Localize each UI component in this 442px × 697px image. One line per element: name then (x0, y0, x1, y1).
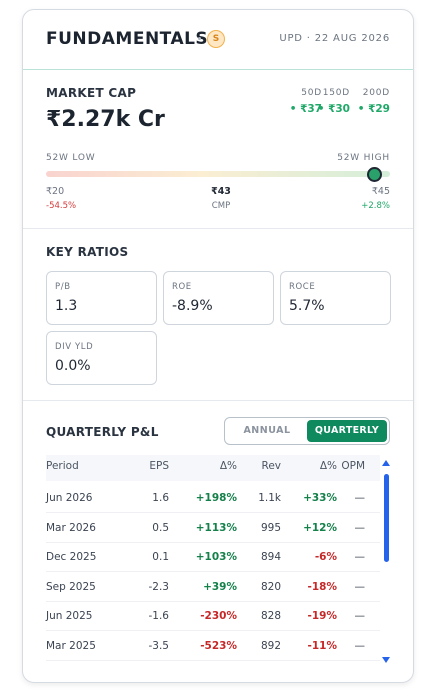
table-cell: -11% (307, 640, 338, 652)
high-label: 52W HIGH (337, 153, 390, 163)
table-cell: -19% (307, 610, 338, 623)
card (22, 9, 414, 683)
column-header: Period (46, 460, 79, 472)
row-divider (46, 600, 380, 602)
cmp-label: CMP (211, 201, 231, 211)
table-cell: 0.5 (152, 521, 169, 534)
ratio-label: ROCE (289, 282, 316, 292)
ratio-value: 5.7% (289, 298, 325, 314)
ratio-label: DIV YLD (55, 342, 94, 352)
scroll-up[interactable] (382, 460, 390, 466)
badge: S (207, 30, 225, 48)
ratio-value: 0.0% (55, 358, 91, 374)
ratio-label: P/B (55, 282, 71, 292)
row-divider (46, 541, 380, 543)
table-cell: Jun 2026 (46, 492, 93, 504)
scroll-down[interactable] (382, 657, 390, 663)
table-cell: 820 (260, 580, 281, 593)
average-value: • ₹37 (289, 103, 322, 115)
table-header-bg (46, 455, 380, 481)
table-cell: — (354, 492, 366, 504)
high-change: +2.8% (361, 201, 390, 211)
table-cell: — (354, 640, 366, 652)
low-value: ₹20 (46, 186, 65, 197)
scroll-thumb[interactable] (384, 474, 389, 562)
market-cap-label: MARKET CAP (46, 86, 137, 100)
ratios-title: KEY RATIOS (46, 245, 129, 259)
table-cell: +33% (303, 492, 337, 504)
table-cell: -3.5 (148, 640, 170, 652)
table-cell: 892 (260, 640, 281, 652)
toggle-annual[interactable]: ANNUAL (243, 425, 291, 436)
table-cell: 0.1 (152, 551, 169, 564)
column-header: Rev (261, 460, 282, 472)
average-label: 150D (322, 88, 350, 98)
toggle-quarterly[interactable]: QUARTERLY (307, 420, 387, 442)
dot (198, 37, 201, 40)
ratio-tile: ROCE 5.7% (280, 271, 391, 325)
table-cell: 1.6 (152, 492, 169, 504)
table-cell: -1.6 (148, 610, 170, 623)
table-cell: +39% (203, 580, 237, 593)
table-cell: Sep 2025 (46, 580, 96, 593)
high-value: ₹45 (371, 186, 390, 197)
column-header: EPS (149, 460, 169, 472)
table-cell: Jun 2025 (46, 610, 93, 623)
table-cell: +113% (195, 521, 237, 534)
average-label: 200D (362, 88, 390, 98)
table-cell: Mar 2026 (46, 521, 96, 534)
row-divider (46, 571, 380, 573)
range-bar (46, 171, 390, 177)
low-label: 52W LOW (46, 153, 96, 163)
column-header: Δ% (219, 460, 237, 472)
column-header: OPM (341, 460, 365, 472)
table-cell: — (354, 551, 366, 564)
row-divider (46, 512, 380, 513)
divider (23, 228, 413, 229)
ratio-tile: P/B 1.3 (46, 271, 157, 325)
row-divider (46, 630, 380, 632)
divider (23, 400, 413, 401)
ratio-value: -8.9% (172, 298, 213, 314)
cmp-value: ₹43 (211, 186, 231, 197)
average-value: • ₹29 (357, 103, 390, 115)
table-cell: — (354, 610, 366, 623)
table-cell: +103% (195, 551, 237, 564)
table-cell: 894 (260, 551, 281, 564)
table-cell: -18% (307, 580, 338, 593)
table-cell: 995 (260, 521, 281, 534)
average-value: • ₹30 (317, 103, 350, 115)
table-cell: -2.3 (148, 580, 170, 593)
divider (23, 69, 413, 70)
table-cell: 828 (260, 610, 281, 623)
ratio-label: ROE (172, 282, 192, 292)
title: FUNDAMENTALS (46, 29, 209, 49)
average-label: 50D (301, 88, 322, 98)
table-cell: 1.1k (258, 492, 281, 504)
table-cell: -523% (200, 640, 237, 652)
column-header: Δ% (319, 460, 337, 472)
pl-title: QUARTERLY P&L (46, 425, 159, 439)
updated: UPD · 22 AUG 2026 (279, 33, 390, 44)
ratio-tile: ROE -8.9% (163, 271, 274, 325)
market-cap-value: ₹2.27k Cr (46, 107, 165, 132)
table-cell: +12% (303, 521, 337, 534)
range-marker (367, 167, 382, 182)
table-cell: Mar 2025 (46, 640, 96, 652)
ratio-value: 1.3 (55, 298, 78, 314)
table-cell: -230% (200, 610, 237, 623)
table-cell: — (354, 580, 366, 593)
ratio-tile: DIV YLD 0.0% (46, 331, 157, 385)
table-cell: Dec 2025 (46, 551, 97, 564)
row-divider (46, 660, 380, 661)
low-change: -54.5% (46, 201, 77, 211)
toggle (224, 417, 390, 445)
table-cell: +198% (195, 492, 237, 504)
table-cell: — (354, 521, 366, 534)
table-cell: -6% (314, 551, 337, 564)
